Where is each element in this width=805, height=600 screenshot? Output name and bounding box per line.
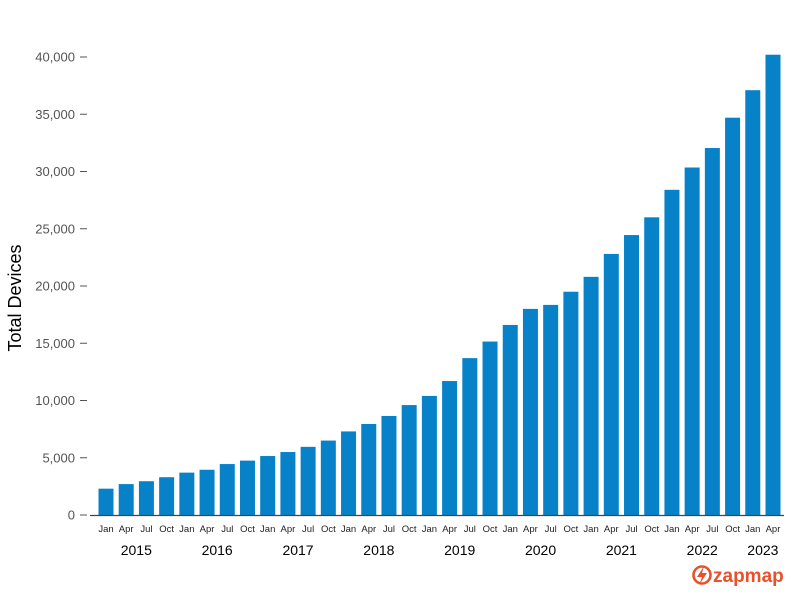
x-tick-label: Oct [725,524,740,535]
x-tick-label: Apr [200,524,215,535]
x-tick-label: Oct [321,524,336,535]
bar [462,358,478,515]
y-tick-label: 20,000 [35,279,75,294]
x-tick-label: Jul [140,524,152,535]
x-tick-label: Oct [159,524,174,535]
bar [179,472,195,515]
x-tick-label: Jan [260,524,275,535]
x-tick-label: Apr [766,524,781,535]
bar [280,452,296,515]
x-tick-label: Apr [604,524,619,535]
x-tick-label: Jan [503,524,518,535]
x-tick-label: Apr [442,524,457,535]
x-tick-label: Apr [281,524,296,535]
x-tick-label: Jul [464,524,476,535]
bar [745,90,761,515]
bar [199,469,215,515]
x-tick-label: Apr [523,524,538,535]
y-axis-label: Total Devices [5,244,25,351]
bars [98,54,781,516]
bar [239,460,255,515]
bar [361,423,377,515]
bar [482,341,498,515]
year-label: 2021 [606,542,637,558]
y-tick-label: 5,000 [42,450,75,465]
year-label: 2022 [687,542,718,558]
bar [644,217,660,516]
bar [219,464,235,515]
year-label: 2015 [121,542,152,558]
x-tick-label: Jul [221,524,233,535]
x-tick-label: Jan [745,524,760,535]
bar [381,415,397,515]
bar [684,167,700,516]
y-tick-label: 30,000 [35,164,75,179]
x-tick-label: Oct [563,524,578,535]
bar [260,456,276,515]
x-tick-label: Oct [240,524,255,535]
bar [725,117,741,515]
y-tick-label: 25,000 [35,221,75,236]
y-tick-label: 10,000 [35,393,75,408]
bar [401,405,417,515]
x-tick-label: Apr [361,524,376,535]
x-tick-label: Jul [545,524,557,535]
bar [442,381,458,515]
year-label: 2017 [282,542,313,558]
bar [583,276,599,515]
y-tick-label: 15,000 [35,336,75,351]
bar [543,304,559,515]
x-tick-label: Jan [583,524,598,535]
bar [563,291,579,515]
x-tick-label: Apr [119,524,134,535]
x-tick-label: Jan [422,524,437,535]
y-tick-label: 40,000 [35,50,75,65]
y-tick-label: 0 [68,508,75,523]
bar [704,148,720,515]
bar [421,395,437,515]
bolt-icon [692,565,712,585]
bar [522,308,538,515]
x-tick-label: Apr [685,524,700,535]
bar [664,189,680,515]
year-label: 2023 [747,542,778,558]
x-tick-label: Jan [98,524,113,535]
x-tick-label: Jan [664,524,679,535]
bar [300,446,316,515]
x-tick-label: Oct [402,524,417,535]
bar [138,481,154,515]
x-tick-label: Jul [383,524,395,535]
logo-text: zapmap [713,566,784,587]
year-label: 2016 [202,542,233,558]
x-tick-label: Oct [483,524,498,535]
x-axis: Jan Apr Jul Oct Jan Apr Jul Oct Jan Apr Jul Oct Jan A… [90,514,784,558]
y-tick-label: 35,000 [35,107,75,122]
bar [159,477,175,515]
x-tick-label: Oct [644,524,659,535]
bar [98,488,114,515]
x-tick-label: Jan [341,524,356,535]
y-axis: 0 5,000 10,000 15,000 20,000 25,000 30,000 35,0… [35,50,87,523]
x-tick-label: Jul [625,524,637,535]
bar [341,431,357,515]
zapmap-logo: zapmap [692,565,784,587]
bar [320,440,336,515]
x-tick-label: Jan [179,524,194,535]
year-label: 2019 [444,542,475,558]
x-tick-label: Jul [302,524,314,535]
bar [502,324,518,515]
bar [118,484,134,515]
bar [624,235,640,516]
bar [603,253,619,515]
x-tick-label: Jul [706,524,718,535]
bar [765,54,781,516]
year-label: 2018 [363,542,394,558]
year-label: 2020 [525,542,556,558]
